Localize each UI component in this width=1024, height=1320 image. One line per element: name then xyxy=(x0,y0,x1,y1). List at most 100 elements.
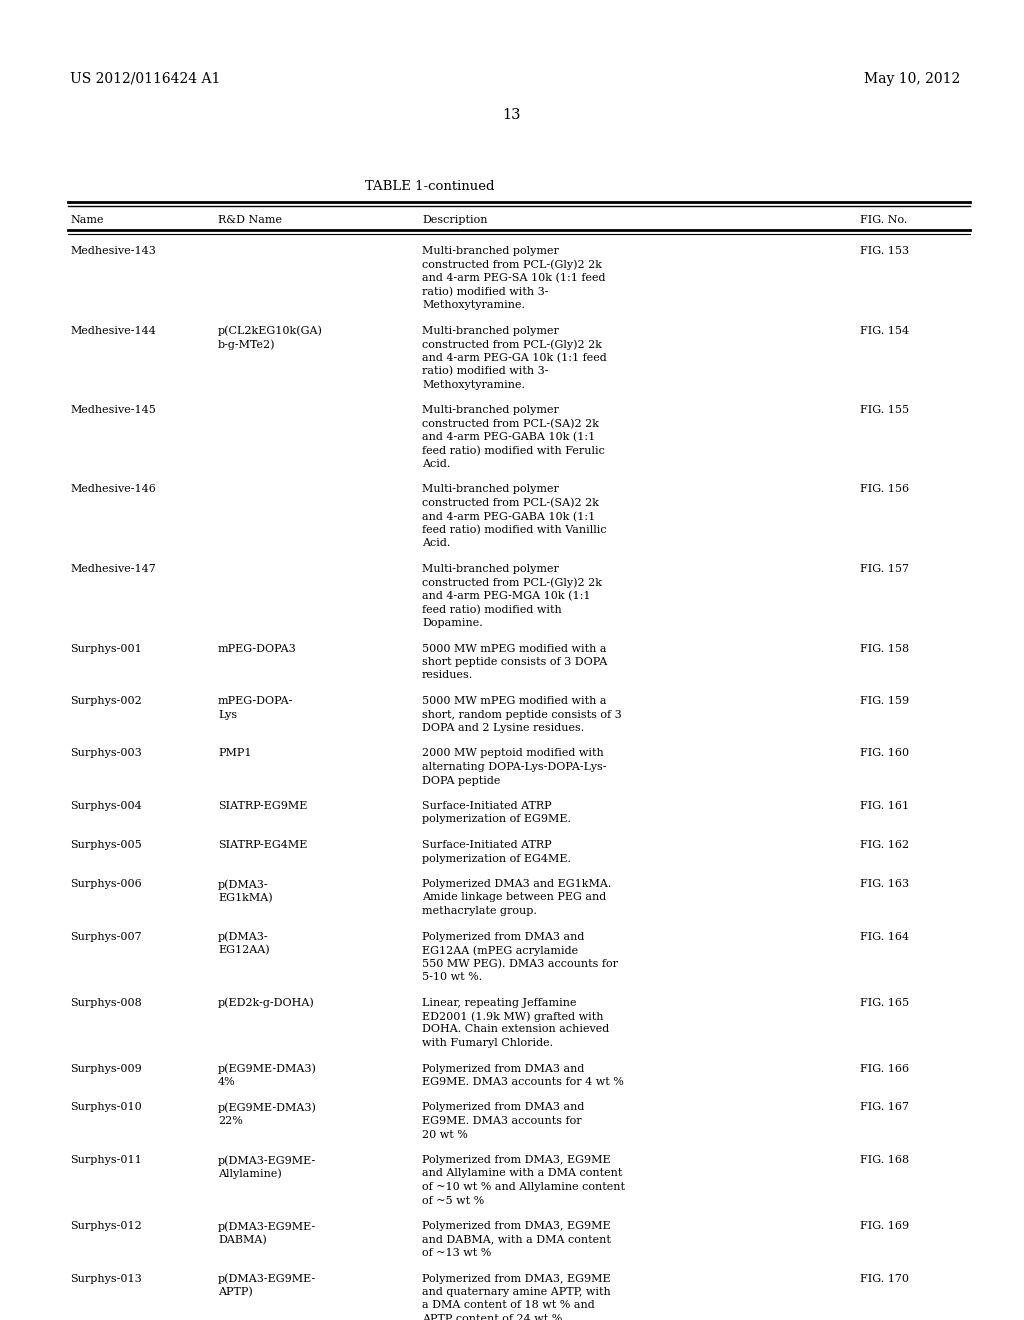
Text: 22%: 22% xyxy=(218,1115,243,1126)
Text: 2000 MW peptoid modified with: 2000 MW peptoid modified with xyxy=(422,748,604,759)
Text: constructed from PCL-(SA)2 2k: constructed from PCL-(SA)2 2k xyxy=(422,498,599,508)
Text: Linear, repeating Jeffamine: Linear, repeating Jeffamine xyxy=(422,998,577,1007)
Text: FIG. 160: FIG. 160 xyxy=(860,748,909,759)
Text: Multi-branched polymer: Multi-branched polymer xyxy=(422,484,559,495)
Text: Polymerized from DMA3, EG9ME: Polymerized from DMA3, EG9ME xyxy=(422,1274,610,1283)
Text: Dopamine.: Dopamine. xyxy=(422,618,482,628)
Text: Surphys-005: Surphys-005 xyxy=(70,840,141,850)
Text: Medhesive-145: Medhesive-145 xyxy=(70,405,156,414)
Text: and Allylamine with a DMA content: and Allylamine with a DMA content xyxy=(422,1168,623,1179)
Text: short, random peptide consists of 3: short, random peptide consists of 3 xyxy=(422,710,622,719)
Text: a DMA content of 18 wt % and: a DMA content of 18 wt % and xyxy=(422,1300,595,1311)
Text: 13: 13 xyxy=(503,108,521,121)
Text: feed ratio) modified with Vanillic: feed ratio) modified with Vanillic xyxy=(422,525,606,536)
Text: SIATRP-EG4ME: SIATRP-EG4ME xyxy=(218,840,307,850)
Text: FIG. 165: FIG. 165 xyxy=(860,998,909,1007)
Text: Polymerized from DMA3 and: Polymerized from DMA3 and xyxy=(422,1064,585,1073)
Text: Medhesive-143: Medhesive-143 xyxy=(70,246,156,256)
Text: polymerization of EG9ME.: polymerization of EG9ME. xyxy=(422,814,571,825)
Text: and 4-arm PEG-GA 10k (1:1 feed: and 4-arm PEG-GA 10k (1:1 feed xyxy=(422,352,607,363)
Text: Surphys-003: Surphys-003 xyxy=(70,748,141,759)
Text: DABMA): DABMA) xyxy=(218,1234,266,1245)
Text: mPEG-DOPA3: mPEG-DOPA3 xyxy=(218,644,297,653)
Text: and 4-arm PEG-GABA 10k (1:1: and 4-arm PEG-GABA 10k (1:1 xyxy=(422,511,595,521)
Text: Surphys-009: Surphys-009 xyxy=(70,1064,141,1073)
Text: EG12AA): EG12AA) xyxy=(218,945,269,956)
Text: short peptide consists of 3 DOPA: short peptide consists of 3 DOPA xyxy=(422,657,607,667)
Text: FIG. 170: FIG. 170 xyxy=(860,1274,909,1283)
Text: Surphys-007: Surphys-007 xyxy=(70,932,141,941)
Text: FIG. 168: FIG. 168 xyxy=(860,1155,909,1166)
Text: FIG. 161: FIG. 161 xyxy=(860,801,909,810)
Text: and 4-arm PEG-SA 10k (1:1 feed: and 4-arm PEG-SA 10k (1:1 feed xyxy=(422,273,605,284)
Text: Medhesive-144: Medhesive-144 xyxy=(70,326,156,335)
Text: Polymerized DMA3 and EG1kMA.: Polymerized DMA3 and EG1kMA. xyxy=(422,879,611,888)
Text: Multi-branched polymer: Multi-branched polymer xyxy=(422,326,559,335)
Text: Name: Name xyxy=(70,215,103,224)
Text: R&D Name: R&D Name xyxy=(218,215,282,224)
Text: constructed from PCL-(Gly)2 2k: constructed from PCL-(Gly)2 2k xyxy=(422,578,602,589)
Text: constructed from PCL-(Gly)2 2k: constructed from PCL-(Gly)2 2k xyxy=(422,339,602,350)
Text: Surphys-008: Surphys-008 xyxy=(70,998,141,1007)
Text: PMP1: PMP1 xyxy=(218,748,252,759)
Text: FIG. 154: FIG. 154 xyxy=(860,326,909,335)
Text: feed ratio) modified with Ferulic: feed ratio) modified with Ferulic xyxy=(422,446,605,455)
Text: EG9ME. DMA3 accounts for: EG9ME. DMA3 accounts for xyxy=(422,1115,582,1126)
Text: EG9ME. DMA3 accounts for 4 wt %: EG9ME. DMA3 accounts for 4 wt % xyxy=(422,1077,624,1086)
Text: FIG. 153: FIG. 153 xyxy=(860,246,909,256)
Text: feed ratio) modified with: feed ratio) modified with xyxy=(422,605,562,615)
Text: methacrylate group.: methacrylate group. xyxy=(422,906,537,916)
Text: constructed from PCL-(SA)2 2k: constructed from PCL-(SA)2 2k xyxy=(422,418,599,429)
Text: May 10, 2012: May 10, 2012 xyxy=(864,73,961,86)
Text: Lys: Lys xyxy=(218,710,238,719)
Text: APTP): APTP) xyxy=(218,1287,253,1298)
Text: p(DMA3-EG9ME-: p(DMA3-EG9ME- xyxy=(218,1221,316,1232)
Text: FIG. 169: FIG. 169 xyxy=(860,1221,909,1232)
Text: of ~10 wt % and Allylamine content: of ~10 wt % and Allylamine content xyxy=(422,1181,625,1192)
Text: FIG. 166: FIG. 166 xyxy=(860,1064,909,1073)
Text: FIG. 155: FIG. 155 xyxy=(860,405,909,414)
Text: Surphys-010: Surphys-010 xyxy=(70,1102,141,1113)
Text: FIG. 159: FIG. 159 xyxy=(860,696,909,706)
Text: SIATRP-EG9ME: SIATRP-EG9ME xyxy=(218,801,307,810)
Text: Multi-branched polymer: Multi-branched polymer xyxy=(422,405,559,414)
Text: p(DMA3-EG9ME-: p(DMA3-EG9ME- xyxy=(218,1155,316,1166)
Text: and DABMA, with a DMA content: and DABMA, with a DMA content xyxy=(422,1234,611,1245)
Text: DOPA and 2 Lysine residues.: DOPA and 2 Lysine residues. xyxy=(422,723,585,733)
Text: and 4-arm PEG-MGA 10k (1:1: and 4-arm PEG-MGA 10k (1:1 xyxy=(422,591,591,602)
Text: polymerization of EG4ME.: polymerization of EG4ME. xyxy=(422,854,571,863)
Text: DOPA peptide: DOPA peptide xyxy=(422,776,501,785)
Text: Surphys-002: Surphys-002 xyxy=(70,696,141,706)
Text: Amide linkage between PEG and: Amide linkage between PEG and xyxy=(422,892,606,903)
Text: Multi-branched polymer: Multi-branched polymer xyxy=(422,564,559,574)
Text: Surphys-004: Surphys-004 xyxy=(70,801,141,810)
Text: 20 wt %: 20 wt % xyxy=(422,1130,468,1139)
Text: Multi-branched polymer: Multi-branched polymer xyxy=(422,246,559,256)
Text: 5000 MW mPEG modified with a: 5000 MW mPEG modified with a xyxy=(422,696,606,706)
Text: p(CL2kEG10k(GA): p(CL2kEG10k(GA) xyxy=(218,326,323,337)
Text: Acid.: Acid. xyxy=(422,539,451,549)
Text: Medhesive-146: Medhesive-146 xyxy=(70,484,156,495)
Text: Surphys-011: Surphys-011 xyxy=(70,1155,141,1166)
Text: 550 MW PEG). DMA3 accounts for: 550 MW PEG). DMA3 accounts for xyxy=(422,958,618,969)
Text: Surphys-001: Surphys-001 xyxy=(70,644,141,653)
Text: FIG. 156: FIG. 156 xyxy=(860,484,909,495)
Text: FIG. 164: FIG. 164 xyxy=(860,932,909,941)
Text: ratio) modified with 3-: ratio) modified with 3- xyxy=(422,366,549,376)
Text: 5000 MW mPEG modified with a: 5000 MW mPEG modified with a xyxy=(422,644,606,653)
Text: Polymerized from DMA3, EG9ME: Polymerized from DMA3, EG9ME xyxy=(422,1221,610,1232)
Text: Surphys-013: Surphys-013 xyxy=(70,1274,141,1283)
Text: FIG. 167: FIG. 167 xyxy=(860,1102,909,1113)
Text: p(EG9ME-DMA3): p(EG9ME-DMA3) xyxy=(218,1102,316,1113)
Text: FIG. 162: FIG. 162 xyxy=(860,840,909,850)
Text: and quaternary amine APTP, with: and quaternary amine APTP, with xyxy=(422,1287,610,1298)
Text: Allylamine): Allylamine) xyxy=(218,1168,282,1179)
Text: EG12AA (mPEG acrylamide: EG12AA (mPEG acrylamide xyxy=(422,945,579,956)
Text: p(DMA3-EG9ME-: p(DMA3-EG9ME- xyxy=(218,1274,316,1284)
Text: FIG. 163: FIG. 163 xyxy=(860,879,909,888)
Text: APTP content of 24 wt %: APTP content of 24 wt % xyxy=(422,1313,562,1320)
Text: TABLE 1-continued: TABLE 1-continued xyxy=(366,180,495,193)
Text: of ~13 wt %: of ~13 wt % xyxy=(422,1247,492,1258)
Text: Surphys-006: Surphys-006 xyxy=(70,879,141,888)
Text: constructed from PCL-(Gly)2 2k: constructed from PCL-(Gly)2 2k xyxy=(422,260,602,271)
